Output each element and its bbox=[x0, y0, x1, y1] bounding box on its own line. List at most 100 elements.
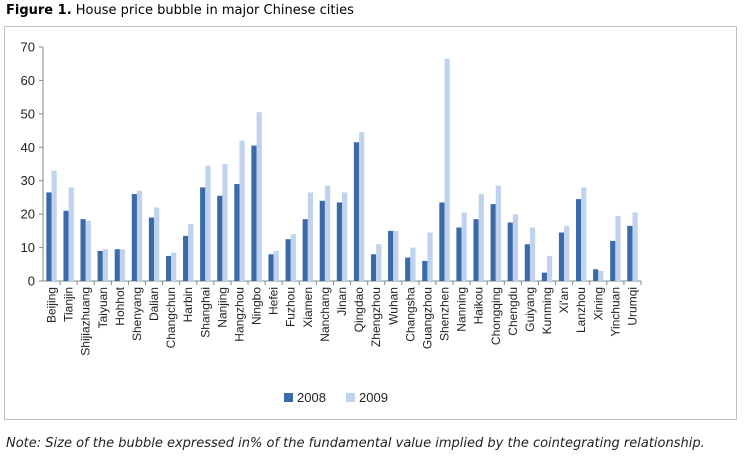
y-tick-label: 10 bbox=[21, 240, 35, 255]
x-tick-label: Chongqing bbox=[489, 287, 503, 345]
bar-chart: 0 10 20 30 40 50 60 70 Beijing Tianjin Shijiazhuan… bbox=[21, 40, 642, 405]
figure-title: Figure 1. House price bubble in major Ch… bbox=[6, 3, 354, 18]
y-tick-label: 0 bbox=[28, 274, 35, 289]
x-tick-label: Hangzhou bbox=[232, 287, 246, 342]
bar-2008-nanning bbox=[456, 227, 462, 281]
bar-2009-hefei bbox=[273, 250, 279, 281]
bar-2008-yinchuan bbox=[610, 240, 616, 281]
bar-2009-changsha bbox=[410, 247, 416, 281]
bar-2009-xi-an bbox=[564, 225, 570, 281]
x-tick-label: Dalian bbox=[147, 287, 161, 321]
bar-2009-guangzhou bbox=[427, 232, 433, 281]
bar-2008-fuzhou bbox=[285, 239, 291, 281]
bar-2008-guangzhou bbox=[422, 260, 428, 281]
bar-2008-shanghai bbox=[200, 187, 206, 281]
bar-2008-changsha bbox=[405, 257, 411, 281]
bar-2008-harbin bbox=[183, 235, 189, 281]
legend-swatch-2009 bbox=[346, 393, 355, 402]
x-tick-label: Haikou bbox=[472, 287, 486, 324]
x-tick-label: Hefei bbox=[267, 287, 281, 315]
x-tick-label: Wuhan bbox=[386, 287, 400, 325]
x-tick-label: Fuzhou bbox=[284, 287, 298, 327]
bar-2008-urumqi bbox=[627, 225, 633, 281]
bar-2009-guiyang bbox=[529, 227, 536, 281]
x-tick-label: Shenzhen bbox=[438, 287, 452, 341]
bar-2008-zhengzhou bbox=[370, 254, 377, 281]
x-tick-label: Nanchang bbox=[318, 287, 332, 342]
y-tick-label: 70 bbox=[21, 40, 35, 55]
x-tick-label: Nanning bbox=[455, 287, 469, 332]
bar-2008-nanjing bbox=[217, 195, 223, 281]
x-tick-label: Changchun bbox=[164, 287, 178, 348]
bar-2009-chongqing bbox=[495, 185, 501, 281]
bar-2008-xining bbox=[593, 269, 599, 281]
bar-2009-shanghai bbox=[205, 165, 211, 281]
bar-2008-dalian bbox=[148, 217, 155, 281]
bar-2009-yinchuan bbox=[615, 215, 621, 281]
x-tick-label: Jinan bbox=[335, 287, 349, 316]
x-tick-label: Xi'an bbox=[557, 287, 571, 313]
bar-2008-guiyang bbox=[524, 244, 530, 281]
x-tick-label: Qingdao bbox=[352, 287, 366, 333]
bar-2009-jinan bbox=[342, 192, 348, 281]
x-tick-label: Shanghai bbox=[198, 287, 212, 338]
bar-2009-zhengzhou bbox=[376, 244, 382, 281]
legend-label-2009: 2009 bbox=[359, 390, 388, 405]
bar-2009-nanchang bbox=[324, 185, 331, 281]
bar-2009-fuzhou bbox=[290, 234, 296, 281]
bar-2009-chengdu bbox=[512, 214, 519, 281]
x-tick-label: Beijing bbox=[45, 287, 59, 323]
x-tick-label: Yinchuan bbox=[608, 287, 622, 337]
bar-2009-nanjing bbox=[222, 164, 228, 281]
x-tick-label: Shijiazhuang bbox=[79, 287, 93, 356]
bar-2008-xiamen bbox=[302, 219, 308, 281]
bar-2008-xi-an bbox=[558, 232, 565, 281]
chart-frame: 0 10 20 30 40 50 60 70 Beijing Tianjin Shijiazhuan… bbox=[4, 26, 737, 420]
bar-2009-hohhot bbox=[119, 249, 126, 281]
bar-2009-urumqi bbox=[632, 212, 638, 281]
x-tick-label: Urumqi bbox=[625, 287, 639, 326]
x-tick-label: Chengdu bbox=[506, 287, 520, 336]
figure-title-text: House price bubble in major Chinese citi… bbox=[75, 3, 354, 18]
bar-2008-nanchang bbox=[319, 200, 325, 281]
figure-note: Note: Size of the bubble expressed in% o… bbox=[6, 436, 705, 451]
bar-2008-shijiazhuang bbox=[80, 219, 86, 281]
x-tick-label: Changsha bbox=[403, 287, 417, 342]
x-tick-label: Nanjing bbox=[215, 287, 229, 328]
x-tick-label: Hohhot bbox=[113, 286, 127, 325]
bar-2008-shenzhen bbox=[439, 202, 445, 281]
x-tick-label: Harbin bbox=[181, 287, 195, 322]
bar-2008-ningbo bbox=[251, 145, 257, 281]
bar-2008-chengdu bbox=[507, 222, 513, 281]
bar-2008-jinan bbox=[336, 202, 342, 281]
bar-2009-harbin bbox=[188, 224, 194, 281]
bar-2008-chongqing bbox=[490, 204, 496, 281]
x-tick-label: Xiamen bbox=[301, 287, 315, 328]
x-tick-label: Xining bbox=[591, 287, 605, 320]
bar-2009-beijing bbox=[51, 170, 57, 281]
bar-2008-hefei bbox=[268, 254, 274, 281]
y-tick-label: 20 bbox=[21, 207, 35, 222]
bar-2008-changchun bbox=[165, 255, 172, 281]
x-tick-label: Shenyang bbox=[130, 287, 144, 341]
bar-2008-hangzhou bbox=[234, 184, 240, 281]
bar-2009-kunming bbox=[547, 255, 553, 281]
x-tick-label: Zhengzhou bbox=[369, 287, 383, 347]
bar-2009-shenyang bbox=[136, 190, 143, 281]
bar-2008-taiyuan bbox=[97, 250, 103, 281]
bar-2008-qingdao bbox=[353, 142, 360, 281]
bar-2008-tianjin bbox=[63, 210, 69, 281]
x-tick-label: Guangzhou bbox=[420, 287, 434, 349]
x-tick-label: Taiyuan bbox=[96, 287, 110, 328]
bar-2008-beijing bbox=[46, 192, 52, 281]
y-tick-label: 50 bbox=[21, 106, 35, 121]
bar-2009-xiamen bbox=[307, 192, 314, 281]
bar-2008-hohhot bbox=[114, 249, 120, 281]
bar-2009-shenzhen bbox=[444, 58, 450, 282]
bar-2009-hangzhou bbox=[239, 140, 245, 281]
bar-2009-haikou bbox=[478, 194, 484, 281]
legend-label-2008: 2008 bbox=[297, 390, 326, 405]
bar-2009-nanning bbox=[461, 212, 467, 281]
bar-2009-wuhan bbox=[393, 230, 399, 281]
x-tick-label: Ningbo bbox=[250, 287, 264, 325]
